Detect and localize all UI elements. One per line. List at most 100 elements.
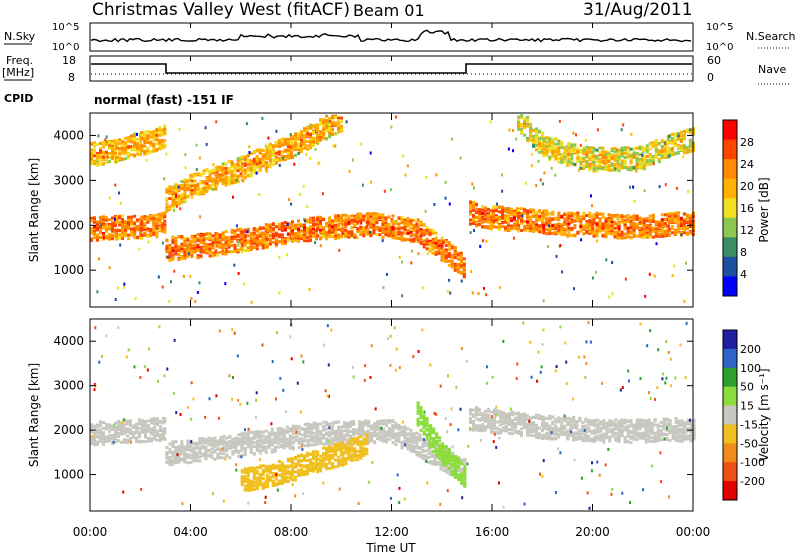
power-mark	[613, 154, 617, 158]
power-mark	[179, 207, 182, 211]
velocity-mark	[99, 436, 102, 440]
power-mark	[384, 224, 388, 228]
power-mark	[252, 166, 256, 170]
power-mark	[551, 231, 555, 235]
power-mark	[554, 231, 558, 235]
power-mark	[246, 174, 250, 178]
power-mark	[306, 132, 309, 136]
power-mark	[265, 245, 269, 249]
power-mark	[152, 149, 156, 153]
power-mark	[246, 227, 250, 231]
power-mark	[613, 235, 617, 239]
nsky-tick-top: 10^5	[52, 22, 79, 33]
power-mark	[111, 229, 114, 233]
power-mark	[607, 219, 611, 223]
power-mark	[685, 129, 689, 133]
power-mark	[180, 245, 184, 249]
power-mark	[542, 226, 546, 230]
power-mark	[642, 148, 646, 152]
power-mark	[204, 126, 207, 130]
power-mark	[271, 150, 275, 154]
power-mark	[246, 240, 250, 244]
power-mark	[667, 227, 671, 231]
power-mark	[610, 214, 614, 218]
power-mark	[243, 171, 247, 175]
power-mark	[183, 185, 187, 189]
velocity-mark	[132, 434, 135, 438]
power-mark	[280, 242, 284, 246]
power-mark	[158, 142, 162, 146]
power-mark	[434, 236, 438, 240]
power-mark	[431, 251, 435, 255]
power-mark	[537, 159, 540, 163]
power-mark	[143, 227, 147, 231]
power-mark	[186, 243, 190, 247]
frequency-trace	[91, 63, 692, 74]
power-mark	[670, 217, 674, 221]
power-mark	[309, 225, 312, 229]
power-mark	[548, 226, 552, 230]
power-mark	[688, 143, 692, 147]
power-mark	[576, 159, 580, 163]
velocity-mark	[159, 434, 162, 438]
power-mark	[428, 228, 432, 232]
power-mark	[664, 183, 667, 187]
power-mark	[183, 188, 187, 192]
power-mark	[651, 144, 655, 148]
power-mark	[325, 137, 329, 141]
power-mark	[309, 156, 312, 160]
power-mark	[246, 160, 250, 164]
power-mark	[136, 138, 140, 141]
power-mark	[667, 141, 671, 145]
power-mark	[289, 222, 293, 226]
power-mark	[620, 147, 624, 151]
power-mark	[286, 140, 290, 144]
power-mark	[199, 239, 203, 243]
velocity-mark	[135, 436, 138, 440]
power-mark	[620, 215, 624, 219]
power-mark	[504, 217, 507, 221]
power-mark	[136, 218, 140, 222]
power-mark	[397, 237, 401, 240]
power-mark	[294, 235, 297, 239]
power-mark	[127, 218, 131, 222]
power-mark	[539, 178, 542, 182]
power-mark	[501, 208, 504, 212]
power-mark	[286, 253, 288, 257]
power-mark	[334, 234, 338, 238]
power-mark	[610, 217, 614, 221]
power-mark	[280, 224, 284, 228]
power-mark	[319, 135, 323, 139]
power-mark	[548, 147, 552, 151]
power-mark	[325, 129, 329, 133]
power-mark	[325, 235, 329, 239]
power-mark	[283, 140, 287, 144]
power-mark	[218, 241, 222, 245]
power-mark	[588, 150, 592, 154]
power-mark	[431, 239, 435, 243]
power-mark	[243, 243, 247, 247]
power-mark	[629, 166, 633, 170]
power-mark	[199, 188, 203, 192]
power-mark	[673, 144, 677, 147]
power-mark	[143, 139, 147, 143]
power-mark	[416, 240, 420, 244]
power-mark	[535, 184, 538, 188]
power-mark	[90, 158, 93, 161]
power-mark	[406, 221, 410, 225]
power-mark	[666, 137, 670, 141]
power-mark	[227, 236, 231, 240]
power-mark	[585, 149, 589, 153]
velocity-mark	[96, 428, 99, 432]
power-mark	[620, 154, 624, 158]
power-mark	[316, 140, 320, 144]
power-mark	[495, 205, 498, 209]
power-mark	[560, 226, 564, 230]
power-mark	[573, 224, 577, 227]
power-mark	[243, 237, 247, 241]
power-mark	[566, 224, 570, 228]
power-mark	[252, 157, 256, 161]
power-mark	[591, 223, 595, 226]
power-mark	[588, 211, 592, 215]
power-mark	[444, 196, 447, 200]
